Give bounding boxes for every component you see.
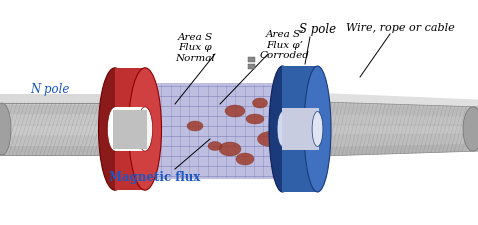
Bar: [0, 147, 115, 156]
Ellipse shape: [312, 112, 323, 147]
Ellipse shape: [0, 104, 11, 155]
Bar: [248, 58, 255, 63]
Text: Area S’
Flux φ’
Corroded: Area S’ Flux φ’ Corroded: [260, 30, 310, 60]
Ellipse shape: [236, 153, 254, 165]
Ellipse shape: [463, 107, 478, 151]
Bar: [282, 109, 319, 150]
Ellipse shape: [129, 68, 162, 190]
Bar: [248, 65, 255, 70]
Ellipse shape: [246, 115, 264, 124]
Bar: [115, 107, 147, 151]
Bar: [113, 110, 147, 149]
Bar: [0, 105, 115, 114]
Ellipse shape: [98, 68, 131, 190]
Bar: [0, 136, 115, 145]
Ellipse shape: [187, 122, 203, 131]
Text: Area S
Flux φ
Normal: Area S Flux φ Normal: [175, 33, 215, 63]
Bar: [148, 84, 295, 179]
Bar: [0, 104, 115, 155]
Bar: [0, 95, 115, 104]
Ellipse shape: [225, 106, 245, 117]
Ellipse shape: [219, 142, 241, 156]
Text: S pole: S pole: [299, 23, 337, 36]
Ellipse shape: [252, 99, 268, 108]
Bar: [115, 68, 145, 190]
Bar: [0, 126, 115, 135]
Ellipse shape: [258, 132, 282, 147]
Text: Wire, rope or cable: Wire, rope or cable: [346, 23, 455, 33]
Ellipse shape: [304, 67, 331, 192]
Text: N pole: N pole: [30, 83, 70, 96]
Text: Magnetic flux: Magnetic flux: [109, 171, 201, 184]
Ellipse shape: [277, 112, 288, 147]
Ellipse shape: [107, 107, 123, 151]
Polygon shape: [313, 104, 478, 116]
Polygon shape: [313, 126, 478, 135]
Ellipse shape: [137, 107, 152, 151]
Polygon shape: [313, 144, 478, 157]
Polygon shape: [313, 102, 478, 157]
Bar: [282, 67, 317, 192]
Ellipse shape: [269, 67, 296, 192]
Polygon shape: [313, 135, 478, 146]
Polygon shape: [313, 115, 478, 125]
Polygon shape: [313, 93, 478, 107]
Bar: [0, 116, 115, 125]
Ellipse shape: [208, 142, 222, 151]
Ellipse shape: [270, 104, 290, 115]
